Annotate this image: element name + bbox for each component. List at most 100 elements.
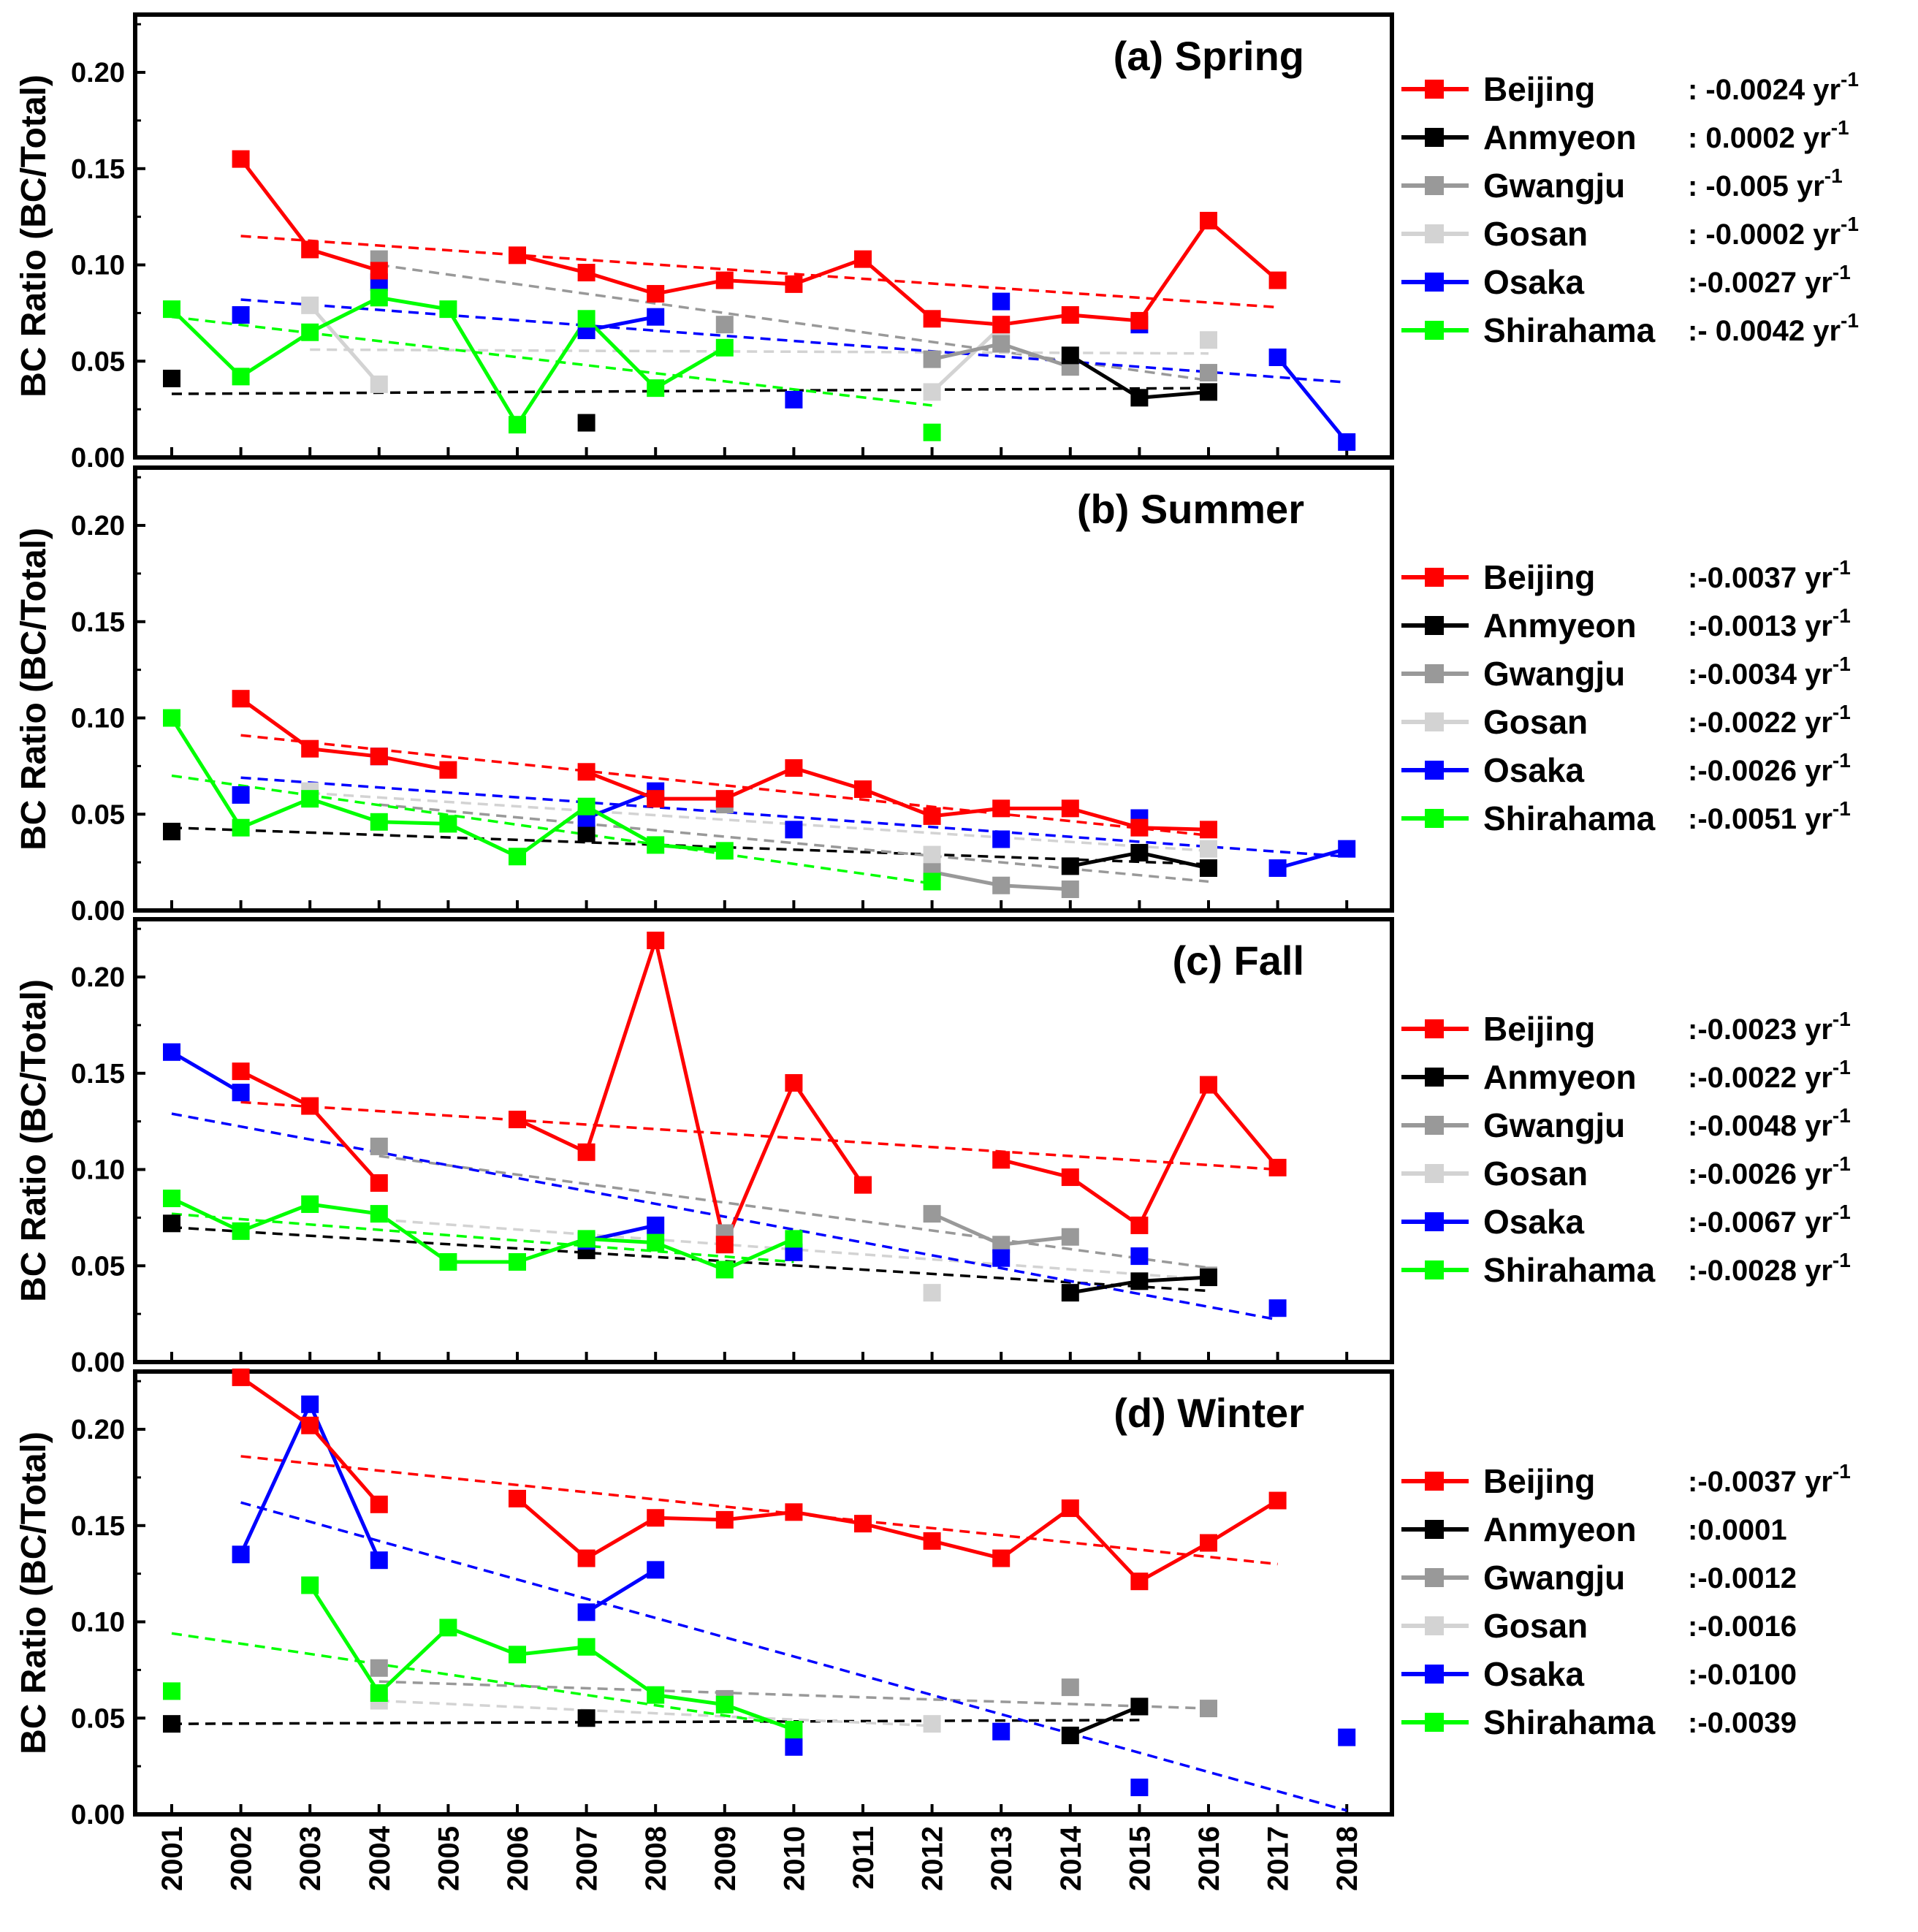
data-point-osaka — [1130, 1247, 1149, 1266]
data-point-beijing — [370, 1174, 388, 1192]
series-segment-beijing — [1069, 1176, 1141, 1227]
legend-marker-gwangju — [1425, 664, 1444, 683]
legend-name-gwangju: Gwangju — [1483, 1106, 1625, 1144]
x-tick-label: 2010 — [778, 1826, 810, 1891]
x-tick-label: 2003 — [294, 1826, 327, 1891]
data-point-shirahama — [647, 1686, 665, 1704]
x-tick-label: 2006 — [502, 1826, 534, 1891]
data-point-shirahama — [232, 1222, 250, 1240]
data-point-beijing — [1061, 1168, 1079, 1187]
data-point-beijing — [1200, 1534, 1217, 1552]
data-point-beijing — [854, 1515, 872, 1533]
x-tick-label: 2015 — [1124, 1826, 1156, 1891]
trend-line-osaka — [171, 1112, 1278, 1321]
legend-trend-osaka: :-0.0026 yr-1 — [1688, 749, 1851, 787]
trend-line-osaka — [240, 1501, 1347, 1812]
trend-line-beijing — [240, 734, 1209, 837]
panel-title: (a) Spring — [1114, 33, 1304, 79]
legend-trend-gwangju: :-0.0048 yr-1 — [1688, 1104, 1851, 1142]
data-point-gwangju — [992, 335, 1011, 353]
legend-marker-anmyeon — [1425, 128, 1444, 147]
legend-name-anmyeon: Anmyeon — [1483, 1058, 1637, 1096]
data-point-beijing — [301, 739, 319, 758]
series-segment-gosan — [930, 325, 1002, 394]
data-point-shirahama — [647, 836, 665, 854]
data-point-osaka — [232, 1545, 250, 1564]
data-point-shirahama — [509, 848, 526, 866]
legend-marker-anmyeon — [1425, 1068, 1444, 1087]
legend-marker-gosan — [1425, 1164, 1444, 1183]
data-point-anmyeon — [1200, 1269, 1217, 1287]
series-segment-beijing — [240, 1375, 311, 1427]
legend-name-anmyeon: Anmyeon — [1483, 118, 1637, 156]
data-point-anmyeon — [1061, 857, 1079, 875]
legend-name-osaka: Osaka — [1483, 263, 1585, 301]
trend-line-beijing — [240, 1100, 1278, 1171]
data-point-beijing — [232, 1368, 250, 1386]
panel-title: (c) Fall — [1173, 938, 1304, 984]
data-point-shirahama — [439, 1252, 457, 1271]
data-point-anmyeon — [163, 1715, 180, 1733]
series-segment-shirahama — [447, 1626, 518, 1657]
data-point-anmyeon — [1061, 1284, 1079, 1302]
data-point-gosan — [923, 1284, 941, 1302]
series-segment-osaka — [170, 1050, 242, 1095]
trend-line-shirahama — [171, 1632, 794, 1727]
x-tick-label: 2016 — [1193, 1826, 1225, 1891]
data-point-shirahama — [785, 1721, 803, 1739]
data-point-beijing — [785, 1073, 803, 1092]
series-segment-beijing — [585, 1516, 657, 1560]
series-segment-anmyeon — [1070, 1279, 1140, 1295]
data-point-osaka — [1268, 1299, 1287, 1317]
y-axis-label: BC Ratio (BC/Total) — [15, 528, 53, 851]
series-segment-anmyeon — [1069, 354, 1141, 400]
data-point-gwangju — [1061, 1678, 1079, 1697]
legend-marker-shirahama — [1425, 809, 1444, 828]
series-segment-shirahama — [654, 346, 726, 390]
series-segment-shirahama — [447, 822, 519, 859]
trend-line-anmyeon — [171, 826, 1209, 866]
panel-d-winter: 0.00 0.05 0.10 0.15 0.20 BC Ratio (BC/Total) (… — [15, 1368, 1851, 1891]
data-point-osaka — [1130, 1779, 1149, 1797]
series-segment-shirahama — [655, 1241, 726, 1271]
data-point-shirahama — [715, 842, 734, 860]
legend-trend-beijing: : -0.0024 yr-1 — [1688, 68, 1859, 106]
legend-name-gwangju: Gwangju — [1483, 167, 1625, 205]
data-point-shirahama — [509, 1646, 526, 1664]
legend-marker-gwangju — [1425, 1116, 1444, 1135]
series-segment-beijing — [517, 253, 587, 275]
data-point-shirahama — [301, 323, 319, 341]
data-point-beijing — [1061, 1499, 1079, 1518]
data-point-shirahama — [439, 815, 457, 833]
series-segment-shirahama — [517, 1645, 587, 1657]
legend-trend-gosan: : -0.0002 yr-1 — [1688, 213, 1859, 251]
data-point-beijing — [577, 1143, 595, 1161]
data-point-osaka — [1338, 433, 1356, 451]
data-point-shirahama — [301, 1576, 319, 1594]
legend-trend-beijing: :-0.0023 yr-1 — [1688, 1008, 1851, 1046]
legend-name-osaka: Osaka — [1483, 1655, 1585, 1693]
panel-title: (b) Summer — [1077, 486, 1304, 532]
data-point-beijing — [509, 1489, 526, 1507]
data-point-shirahama — [785, 1230, 803, 1248]
legend-name-gosan: Gosan — [1483, 1155, 1588, 1193]
x-tick-label: 2018 — [1331, 1826, 1363, 1891]
y-tick-label: 0.10 — [71, 251, 125, 281]
y-tick-label: 0.00 — [71, 443, 125, 474]
data-point-beijing — [647, 1509, 665, 1527]
series-segment-beijing — [793, 257, 864, 286]
trend-line-gosan — [378, 1218, 1209, 1281]
panel-title: (d) Winter — [1114, 1390, 1304, 1436]
series-segment-anmyeon — [1069, 1705, 1141, 1738]
data-point-shirahama — [163, 1682, 180, 1700]
legend-marker-gwangju — [1425, 176, 1444, 195]
series-segment-shirahama — [309, 296, 380, 334]
data-point-beijing — [232, 150, 250, 168]
series-segment-beijing — [585, 940, 658, 1153]
x-tick-label: 2008 — [640, 1826, 672, 1891]
data-point-beijing — [715, 271, 734, 289]
data-point-shirahama — [301, 1195, 319, 1213]
series-segment-shirahama — [585, 805, 657, 847]
data-point-beijing — [1268, 271, 1287, 289]
series-segment-shirahama — [378, 295, 449, 311]
